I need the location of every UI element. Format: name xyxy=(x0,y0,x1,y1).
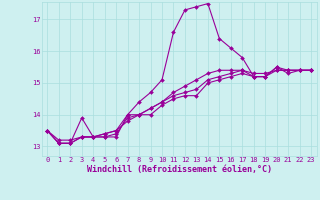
X-axis label: Windchill (Refroidissement éolien,°C): Windchill (Refroidissement éolien,°C) xyxy=(87,165,272,174)
